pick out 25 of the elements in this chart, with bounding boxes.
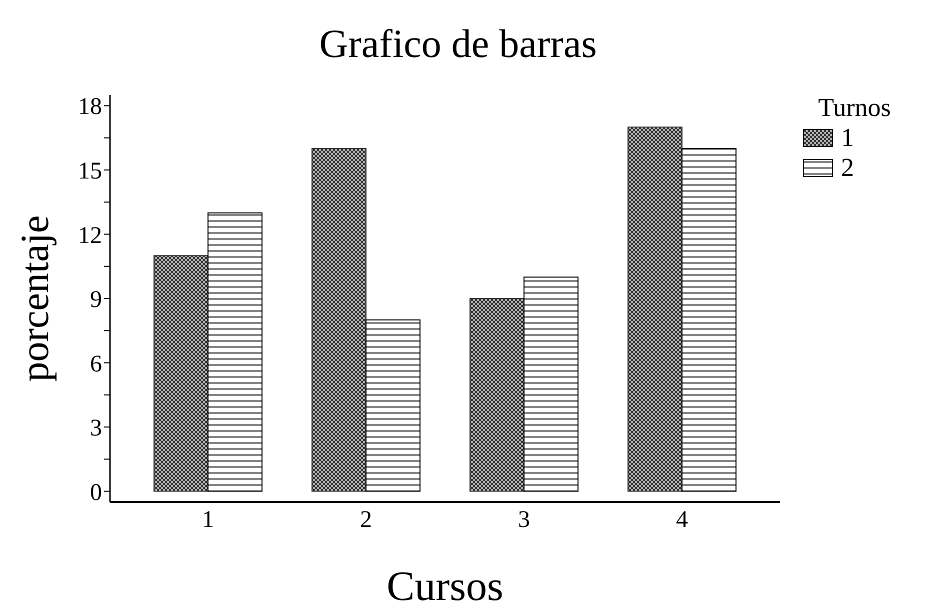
legend-label: 1 [841, 123, 854, 153]
bar [682, 148, 736, 492]
bar [154, 255, 208, 492]
bar [208, 212, 262, 492]
x-axis-title: Cursos [386, 564, 504, 610]
bar [366, 319, 420, 492]
bar [524, 276, 578, 492]
bar [628, 126, 682, 492]
y-tick-label: 0 [90, 480, 102, 506]
y-tick-label: 3 [90, 416, 102, 442]
y-tick-label: 9 [90, 287, 102, 314]
x-tick-label: 2 [360, 507, 372, 534]
bar [312, 148, 366, 492]
legend-label: 2 [841, 153, 854, 183]
x-tick-label: 3 [518, 507, 530, 534]
x-tick-label: 4 [676, 507, 688, 534]
y-tick-label: 18 [78, 94, 102, 120]
y-tick-label: 12 [78, 222, 102, 249]
y-axis-title: porcentaje [12, 215, 58, 382]
x-tick-label: 1 [202, 507, 214, 534]
y-tick-label: 15 [78, 158, 102, 184]
legend-title: Turnos [817, 93, 892, 123]
chart-title: Grafico de barras [318, 20, 598, 67]
bar [470, 298, 524, 492]
y-tick-label: 6 [90, 351, 102, 378]
